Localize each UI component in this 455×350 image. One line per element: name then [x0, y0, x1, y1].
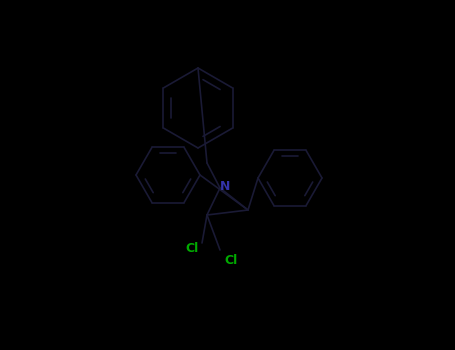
Text: Cl: Cl	[224, 254, 238, 267]
Text: N: N	[220, 181, 230, 194]
Text: Cl: Cl	[185, 241, 199, 254]
